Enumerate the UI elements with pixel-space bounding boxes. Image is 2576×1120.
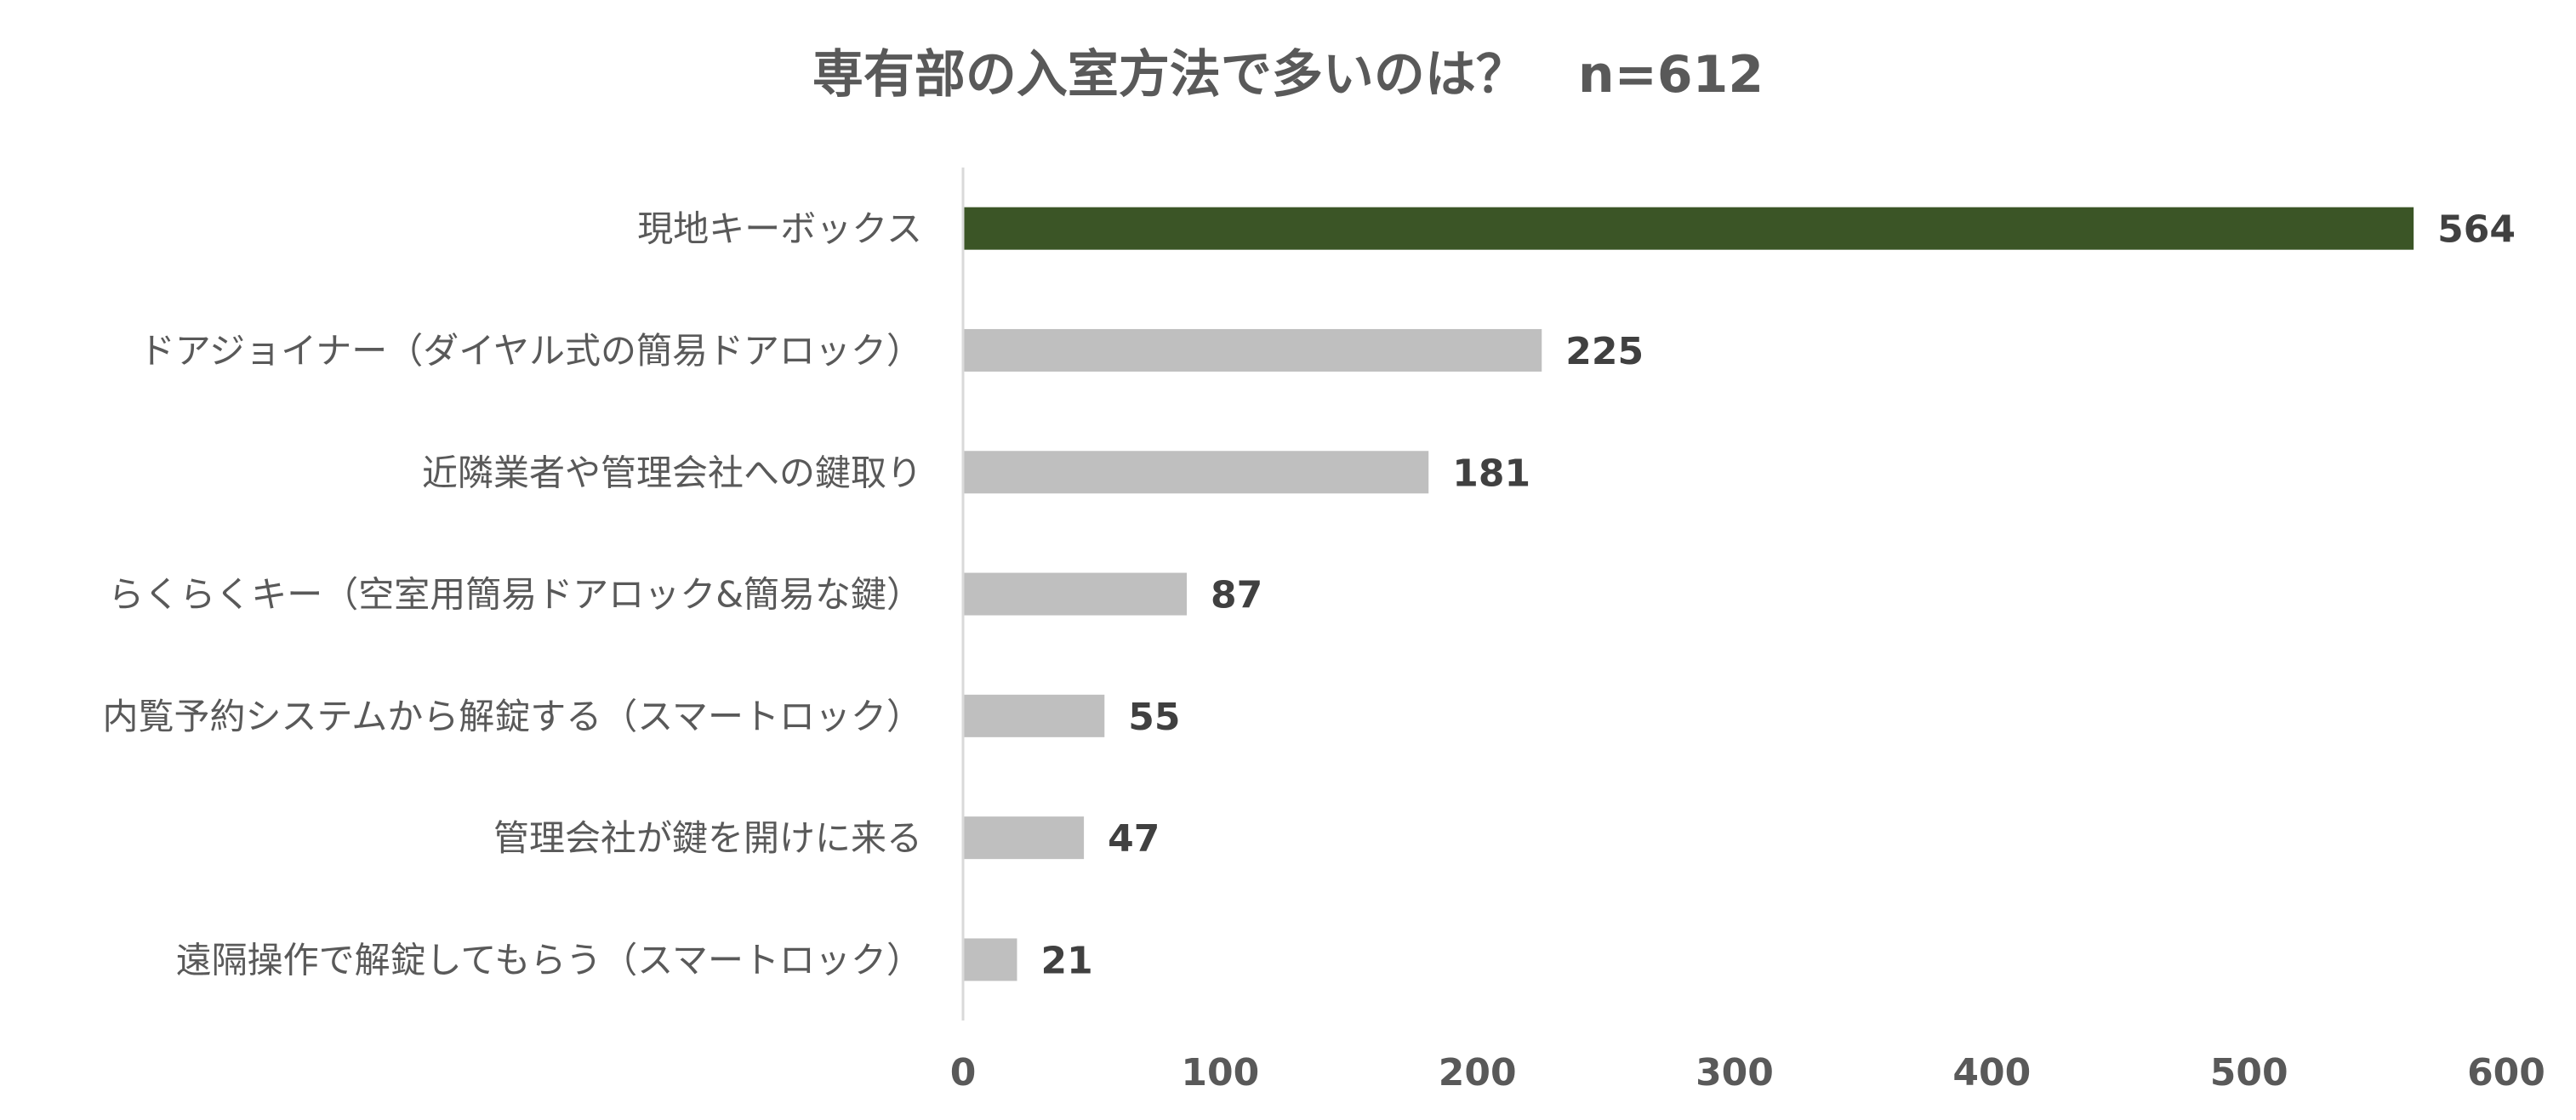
data-label-3: 181 bbox=[1452, 452, 1530, 495]
category-label-5: 内覧予約システムから解錠する（スマートロック） bbox=[103, 696, 922, 737]
data-label-1: 564 bbox=[2437, 208, 2516, 252]
category-label-1: 現地キーボックス bbox=[637, 208, 922, 250]
bar-7 bbox=[964, 938, 1017, 981]
bar-3 bbox=[964, 451, 1429, 494]
data-label-7: 21 bbox=[1040, 939, 1092, 982]
x-tick-label-600: 600 bbox=[2467, 1051, 2545, 1094]
chart-title: 専有部の入室方法で多いのは？ n=612 bbox=[812, 45, 1764, 105]
x-tick-label-400: 400 bbox=[1952, 1051, 2031, 1094]
x-tick-label-500: 500 bbox=[2210, 1051, 2288, 1094]
category-label-7: 遠隔操作で解錠してもらう（スマートロック） bbox=[176, 939, 922, 981]
bar-1 bbox=[964, 207, 2414, 250]
bar-2 bbox=[964, 328, 1542, 372]
x-tick-label-300: 300 bbox=[1695, 1051, 1774, 1094]
bar-6 bbox=[964, 816, 1085, 860]
x-tick-label-0: 0 bbox=[950, 1051, 977, 1094]
category-label-2: ドアジョイナー（ダイヤル式の簡易ドアロック） bbox=[140, 330, 922, 372]
data-label-5: 55 bbox=[1128, 696, 1180, 739]
x-axis-ticks: 0 100 200 300 400 500 600 bbox=[950, 1051, 2545, 1094]
bar-5 bbox=[964, 694, 1105, 737]
category-label-3: 近隣業者や管理会社への鍵取り bbox=[422, 452, 922, 493]
data-label-6: 47 bbox=[1108, 817, 1160, 861]
category-label-4: らくらくキー（空室用簡易ドアロック&簡易な鍵） bbox=[108, 574, 922, 616]
x-tick-label-200: 200 bbox=[1439, 1051, 1517, 1094]
data-label-4: 87 bbox=[1211, 574, 1262, 617]
data-label-2: 225 bbox=[1565, 330, 1644, 373]
data-labels: 564 225 181 87 55 47 21 bbox=[1040, 208, 2516, 983]
bar-4 bbox=[964, 572, 1188, 616]
bars-group bbox=[964, 207, 2414, 981]
x-tick-label-100: 100 bbox=[1181, 1051, 1259, 1094]
category-label-6: 管理会社が鍵を開けに来る bbox=[493, 817, 922, 859]
